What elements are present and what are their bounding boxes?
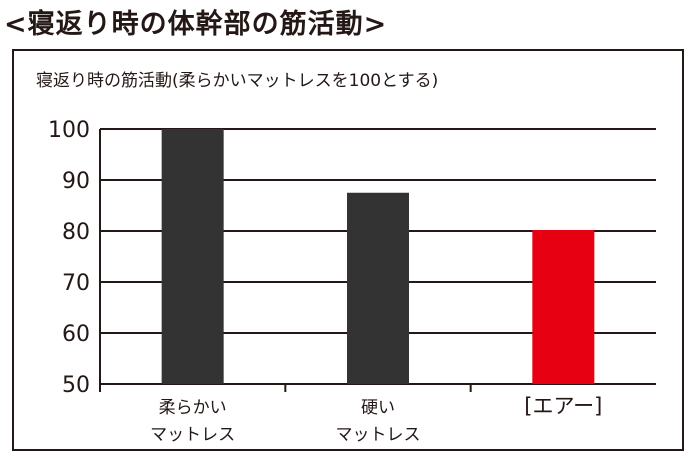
- y-tick-label: 60: [62, 322, 90, 347]
- chart-title: 寝返り時の筋活動(柔らかいマットレスを100とする): [36, 70, 438, 91]
- x-category-label: 柔らかい: [159, 398, 227, 418]
- y-tick-label: 50: [62, 373, 90, 398]
- page-heading: <寝返り時の体幹部の筋活動>: [4, 9, 388, 40]
- y-tick-label: 90: [62, 169, 90, 194]
- x-category-label: マットレス: [150, 425, 235, 445]
- y-tick-labels: 50 60 70 80 90 100: [48, 118, 90, 398]
- bar: [161, 129, 224, 384]
- y-tick-label: 70: [62, 271, 90, 296]
- bars: [161, 129, 595, 384]
- x-category-label: マットレス: [336, 425, 421, 445]
- x-category-label: [エアー]: [524, 394, 602, 418]
- bar: [347, 192, 409, 384]
- y-tick-label: 100: [48, 118, 90, 143]
- bar: [532, 229, 595, 384]
- chart-frame: [12, 49, 684, 451]
- x-category-label: 硬い: [361, 398, 395, 418]
- y-tick-label: 80: [62, 220, 90, 245]
